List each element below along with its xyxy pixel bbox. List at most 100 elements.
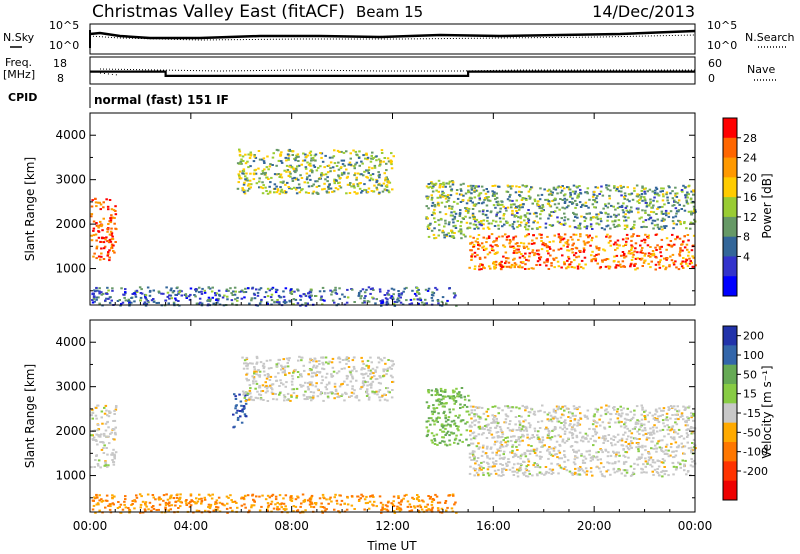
heatmap-cell — [606, 455, 610, 458]
heatmap-cell — [525, 228, 528, 231]
heatmap-cell — [431, 419, 435, 422]
heatmap-cell — [331, 299, 335, 302]
y-tick-label: 4000 — [55, 128, 86, 142]
heatmap-cell — [94, 439, 98, 441]
heatmap-cell — [243, 503, 246, 506]
heatmap-cell — [563, 202, 567, 204]
heatmap-cell — [97, 230, 100, 233]
heatmap-cell — [98, 509, 101, 512]
heatmap-cell — [609, 189, 612, 192]
heatmap-cell — [447, 418, 450, 421]
heatmap-cell — [648, 411, 652, 414]
heatmap-cell — [349, 371, 352, 374]
heatmap-cell — [567, 257, 571, 260]
heatmap-cell — [629, 410, 633, 413]
heatmap-cell — [567, 243, 570, 246]
heatmap-cell — [108, 233, 112, 236]
heatmap-cell — [683, 221, 686, 223]
heatmap-cell — [435, 388, 438, 391]
heatmap-cell — [413, 505, 416, 508]
heatmap-cell — [399, 503, 402, 506]
heatmap-cell — [506, 184, 510, 187]
heatmap-cell — [677, 461, 680, 464]
heatmap-cell — [644, 457, 647, 460]
heatmap-cell — [243, 407, 246, 410]
heatmap-cell — [299, 373, 303, 376]
heatmap-cell — [188, 298, 192, 301]
heatmap-cell — [557, 449, 561, 452]
heatmap-cell — [155, 509, 158, 511]
heatmap-cell — [450, 211, 453, 214]
heatmap-cell — [410, 302, 414, 305]
heatmap-cell — [319, 298, 323, 301]
heatmap-cell — [470, 409, 473, 412]
heatmap-cell — [379, 300, 382, 302]
heatmap-cell — [633, 223, 636, 226]
heatmap-cell — [250, 395, 253, 398]
heatmap-cell — [642, 471, 646, 474]
heatmap-cell — [94, 201, 98, 204]
heatmap-cell — [426, 217, 429, 220]
heatmap-cell — [497, 224, 500, 227]
heatmap-cell — [291, 177, 294, 180]
heatmap-cell — [249, 165, 252, 168]
heatmap-cell — [455, 304, 458, 307]
heatmap-cell — [189, 500, 192, 503]
heatmap-cell — [113, 251, 116, 254]
heatmap-cell — [636, 208, 640, 211]
heatmap-cell — [637, 456, 641, 459]
heatmap-cell — [383, 393, 386, 396]
heatmap-cell — [256, 369, 260, 372]
heatmap-cell — [270, 494, 274, 497]
heatmap-cell — [397, 292, 401, 295]
heatmap-cell — [692, 256, 695, 259]
heatmap-cell — [275, 365, 278, 368]
heatmap-cell — [657, 420, 661, 423]
heatmap-cell — [426, 433, 429, 436]
heatmap-cell — [253, 155, 256, 158]
heatmap-cell — [436, 393, 439, 395]
heatmap-cell — [573, 428, 576, 431]
heatmap-cell — [545, 264, 548, 267]
heatmap-cell — [327, 191, 330, 194]
heatmap-cell — [246, 494, 250, 497]
heatmap-cell — [309, 178, 312, 181]
heatmap-cell — [445, 509, 448, 512]
heatmap-cell — [288, 187, 291, 190]
heatmap-cell — [504, 251, 508, 254]
heatmap-cell — [248, 389, 252, 392]
heatmap-cell — [392, 495, 396, 498]
heatmap-cell — [288, 149, 292, 152]
heatmap-cell — [688, 262, 692, 265]
heatmap-cell — [326, 392, 330, 395]
heatmap-cell — [646, 190, 649, 193]
heatmap-cell — [690, 416, 693, 419]
heatmap-cell — [105, 409, 108, 412]
heatmap-cell — [445, 200, 449, 203]
heatmap-cell — [572, 461, 576, 464]
heatmap-cell — [282, 290, 285, 293]
heatmap-cell — [267, 374, 270, 377]
heatmap-cell — [304, 390, 307, 393]
heatmap-cell — [431, 201, 435, 204]
heatmap-cell — [249, 387, 252, 390]
heatmap-cell — [525, 405, 529, 408]
heatmap-cell — [563, 263, 566, 266]
heatmap-cell — [364, 295, 367, 298]
heatmap-cell — [262, 160, 266, 163]
heatmap-cell — [637, 235, 641, 237]
heatmap-cell — [234, 398, 238, 400]
heatmap-cell — [647, 234, 650, 237]
heatmap-cell — [176, 286, 179, 289]
heatmap-cell — [667, 406, 670, 409]
heatmap-cell — [540, 193, 544, 196]
heatmap-cell — [524, 223, 528, 226]
heatmap-cell — [564, 241, 567, 244]
heatmap-cell — [672, 473, 675, 476]
heatmap-cell — [280, 368, 283, 371]
heatmap-cell — [244, 291, 248, 293]
heatmap-cell — [241, 408, 244, 411]
heatmap-cell — [253, 370, 256, 373]
heatmap-cell — [314, 372, 317, 375]
heatmap-cell — [642, 261, 646, 264]
